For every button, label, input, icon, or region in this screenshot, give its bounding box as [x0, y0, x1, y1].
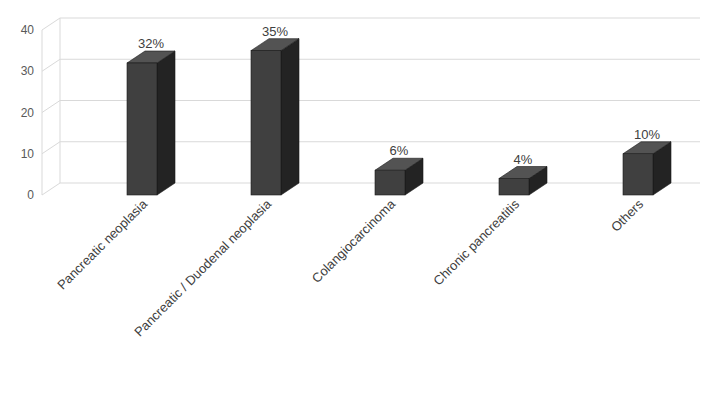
y-tick-label: 10	[21, 147, 35, 161]
bar-top	[499, 167, 547, 179]
data-label: 10%	[634, 127, 660, 142]
bar-front	[499, 179, 529, 196]
grid	[42, 18, 700, 195]
bar-front	[251, 51, 281, 195]
bar-top	[127, 51, 175, 63]
labels: 32% Pancreatic neoplasia 35% Pancreatic / D…	[54, 24, 660, 340]
bar	[623, 142, 671, 195]
bar-front	[623, 154, 653, 195]
back-wall-edge	[60, 18, 61, 183]
bar	[251, 39, 299, 195]
x-tick-label: Others	[608, 196, 647, 235]
bars	[127, 39, 671, 195]
bar-top	[375, 158, 423, 170]
y-tick-label: 20	[21, 106, 35, 120]
bar	[499, 167, 547, 196]
x-tick-label: Pancreatic / Duodenal neoplasia	[131, 196, 275, 340]
bar-top	[623, 142, 671, 154]
y-tick-label: 30	[21, 64, 35, 78]
bar-front	[375, 170, 405, 195]
bar-front	[127, 63, 157, 195]
data-label: 6%	[390, 143, 409, 158]
x-tick-label: Pancreatic neoplasia	[54, 196, 150, 292]
grid-line	[42, 18, 700, 30]
y-tick-label: 40	[21, 23, 35, 37]
bar-side	[281, 39, 299, 195]
y-axis-line	[42, 30, 43, 195]
bar-side	[157, 51, 175, 195]
data-label: 32%	[138, 36, 164, 51]
bar	[127, 51, 175, 195]
data-label: 4%	[514, 152, 533, 167]
x-tick-label: Chronic pancreatitis	[430, 196, 522, 288]
chart-svg: 0 10 20 30 40 32% Pancreatic neoplasia 35% Pancr…	[0, 0, 708, 400]
y-tick-label: 0	[27, 188, 34, 202]
data-label: 35%	[262, 24, 288, 39]
bar	[375, 158, 423, 195]
chart-container: 0 10 20 30 40 32% Pancreatic neoplasia 35% Pancr…	[0, 0, 708, 400]
x-tick-label: Colangiocarcinoma	[309, 196, 399, 286]
bar-top	[251, 39, 299, 51]
